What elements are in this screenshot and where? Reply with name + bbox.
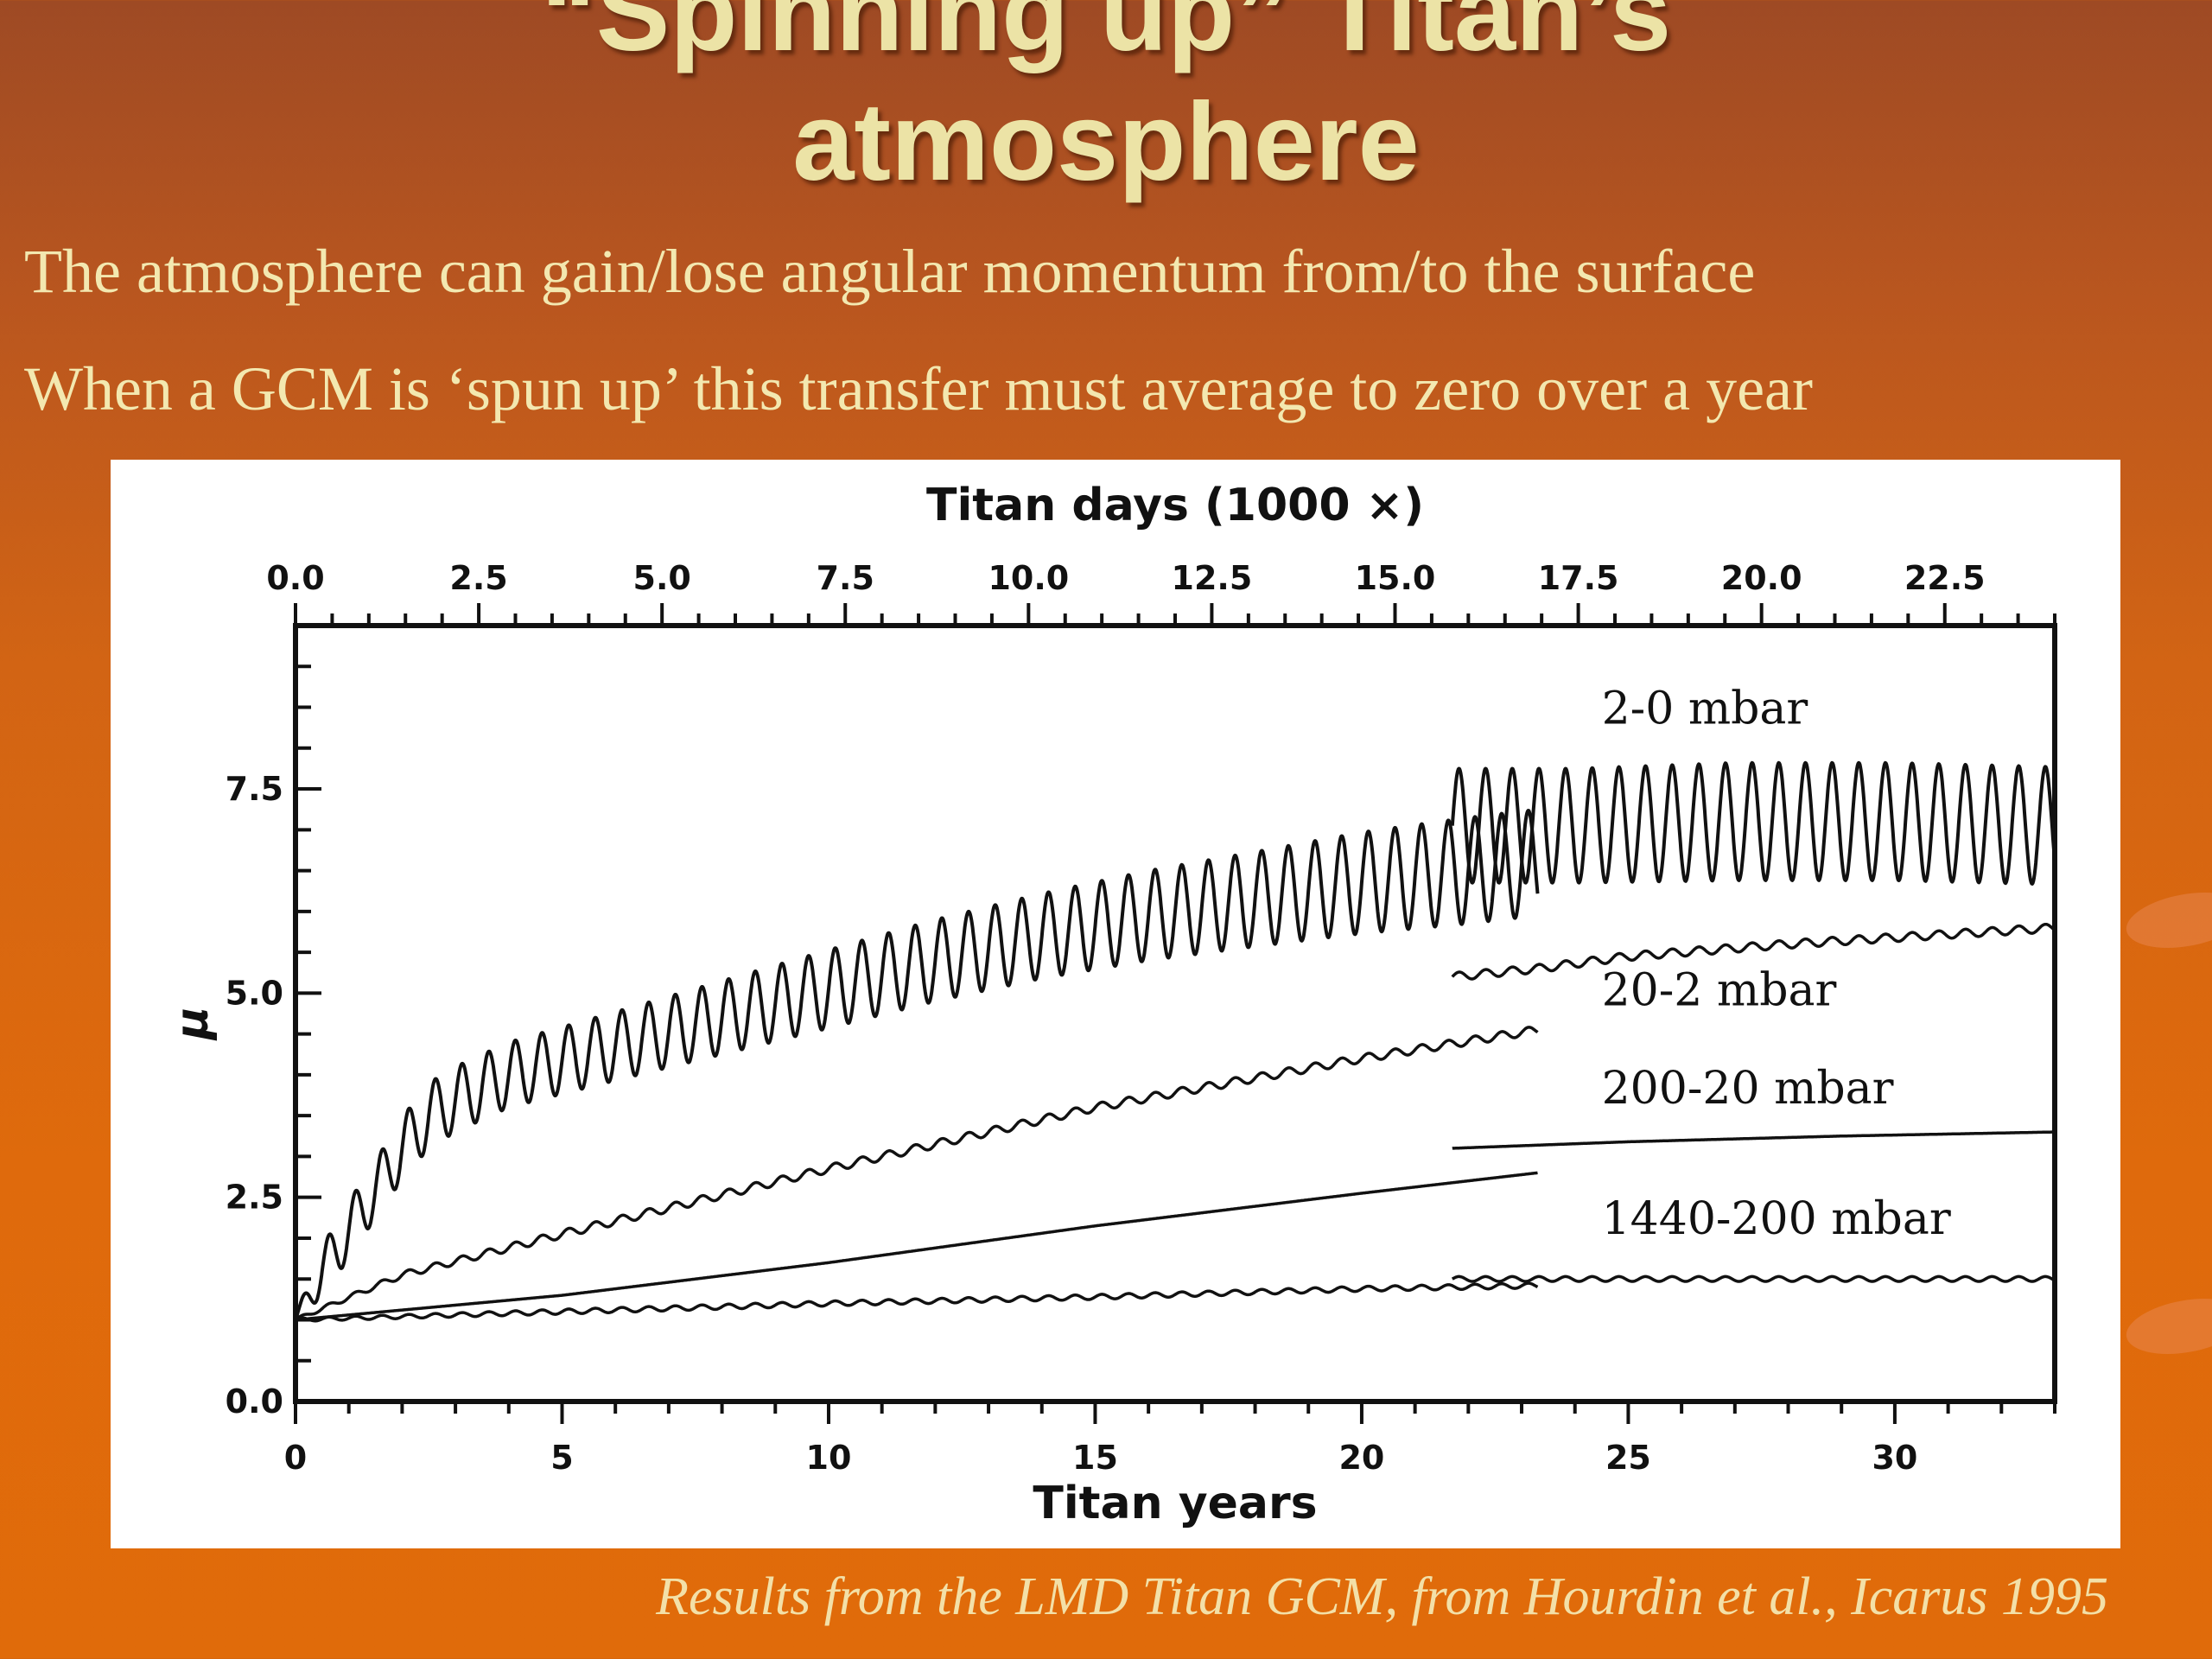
left-axis: 0.0 2.5 5.0 7.5 [226,624,321,1421]
series-line-2-0-mbar [294,809,1540,1321]
x-tick-label: 25 [1605,1439,1651,1477]
slide-title-line-1: “Spinning up” Titan’s [540,0,1672,74]
x-tick-label: 15 [1072,1439,1118,1477]
bullet-spin-up: When a GCM is ‘spun up’ this transfer mu… [24,354,1813,423]
x2-tick-label: 0.0 [266,559,324,597]
slide-title: “Spinning up” Titan’s atmosphere [0,0,2212,207]
series-line-20-2-mbar-continuation [1451,922,2056,981]
bottom-axis: 0 5 10 15 20 25 30 [284,1402,2056,1477]
x-tick-label: 0 [284,1439,307,1477]
x-tick-label: 5 [550,1439,573,1477]
x2-tick-label: 17.5 [1538,559,1619,597]
source-caption: Results from the LMD Titan GCM, from Hou… [656,1567,2108,1626]
x2-tick-label: 12.5 [1172,559,1253,597]
x-tick-label: 10 [806,1439,852,1477]
series-line-20-2-mbar [294,1026,1539,1321]
x2-tick-label: 15.0 [1355,559,1436,597]
chart-panel: 0 5 10 15 20 25 30 0.0 2.5 5.0 7.5 10.0 12.5 15.0 17.… [111,460,2120,1548]
slide-title-line-2: atmosphere [792,80,1420,204]
series-label-2-0-mbar: 2-0 mbar [1602,683,1808,734]
x2-tick-label: 5.0 [633,559,691,597]
bullet-angular-momentum: The atmosphere can gain/lose angular mom… [24,237,1756,306]
top-axis-title: Titan days (1000 ×) [926,480,1424,531]
series-layer: 2-0 mbar 20-2 mbar 200-20 mbar 1440-200 mba… [294,683,2056,1323]
x2-tick-label: 20.0 [1721,559,1802,597]
series-line-200-20-mbar-continuation [1451,1130,2056,1150]
y-tick-label: 2.5 [226,1179,283,1217]
x2-tick-label: 10.0 [988,559,1069,597]
x-tick-label: 20 [1338,1439,1384,1477]
angular-momentum-chart: 0 5 10 15 20 25 30 0.0 2.5 5.0 7.5 10.0 12.5 15.0 17.… [167,480,2057,1529]
series-label-200-20-mbar: 200-20 mbar [1602,1063,1894,1115]
series-label-1440-200-mbar: 1440-200 mbar [1602,1193,1951,1245]
series-line-1440-200-mbar-continuation [1451,1274,2056,1283]
top-axis: 0.0 2.5 5.0 7.5 10.0 12.5 15.0 17.5 20.0 22.5 [266,559,2056,626]
y-tick-label: 0.0 [226,1382,283,1421]
series-line-200-20-mbar [294,1171,1539,1322]
x-tick-label: 30 [1872,1439,1917,1477]
series-line-1440-200-mbar [294,1281,1539,1323]
x-axis-title: Titan years [1033,1478,1317,1529]
y-tick-label: 7.5 [226,770,283,808]
y-tick-label: 5.0 [226,974,283,1012]
series-label-20-2-mbar: 20-2 mbar [1602,965,1837,1017]
decorative-swoosh [2121,884,2212,957]
x2-tick-label: 22.5 [1904,559,1986,597]
decorative-swoosh [2121,1290,2212,1363]
x2-tick-label: 7.5 [817,559,874,597]
y-axis-title: μ [167,1007,219,1041]
series-line-2-0-mbar-continuation [1450,760,2056,886]
x2-tick-label: 2.5 [449,559,507,597]
